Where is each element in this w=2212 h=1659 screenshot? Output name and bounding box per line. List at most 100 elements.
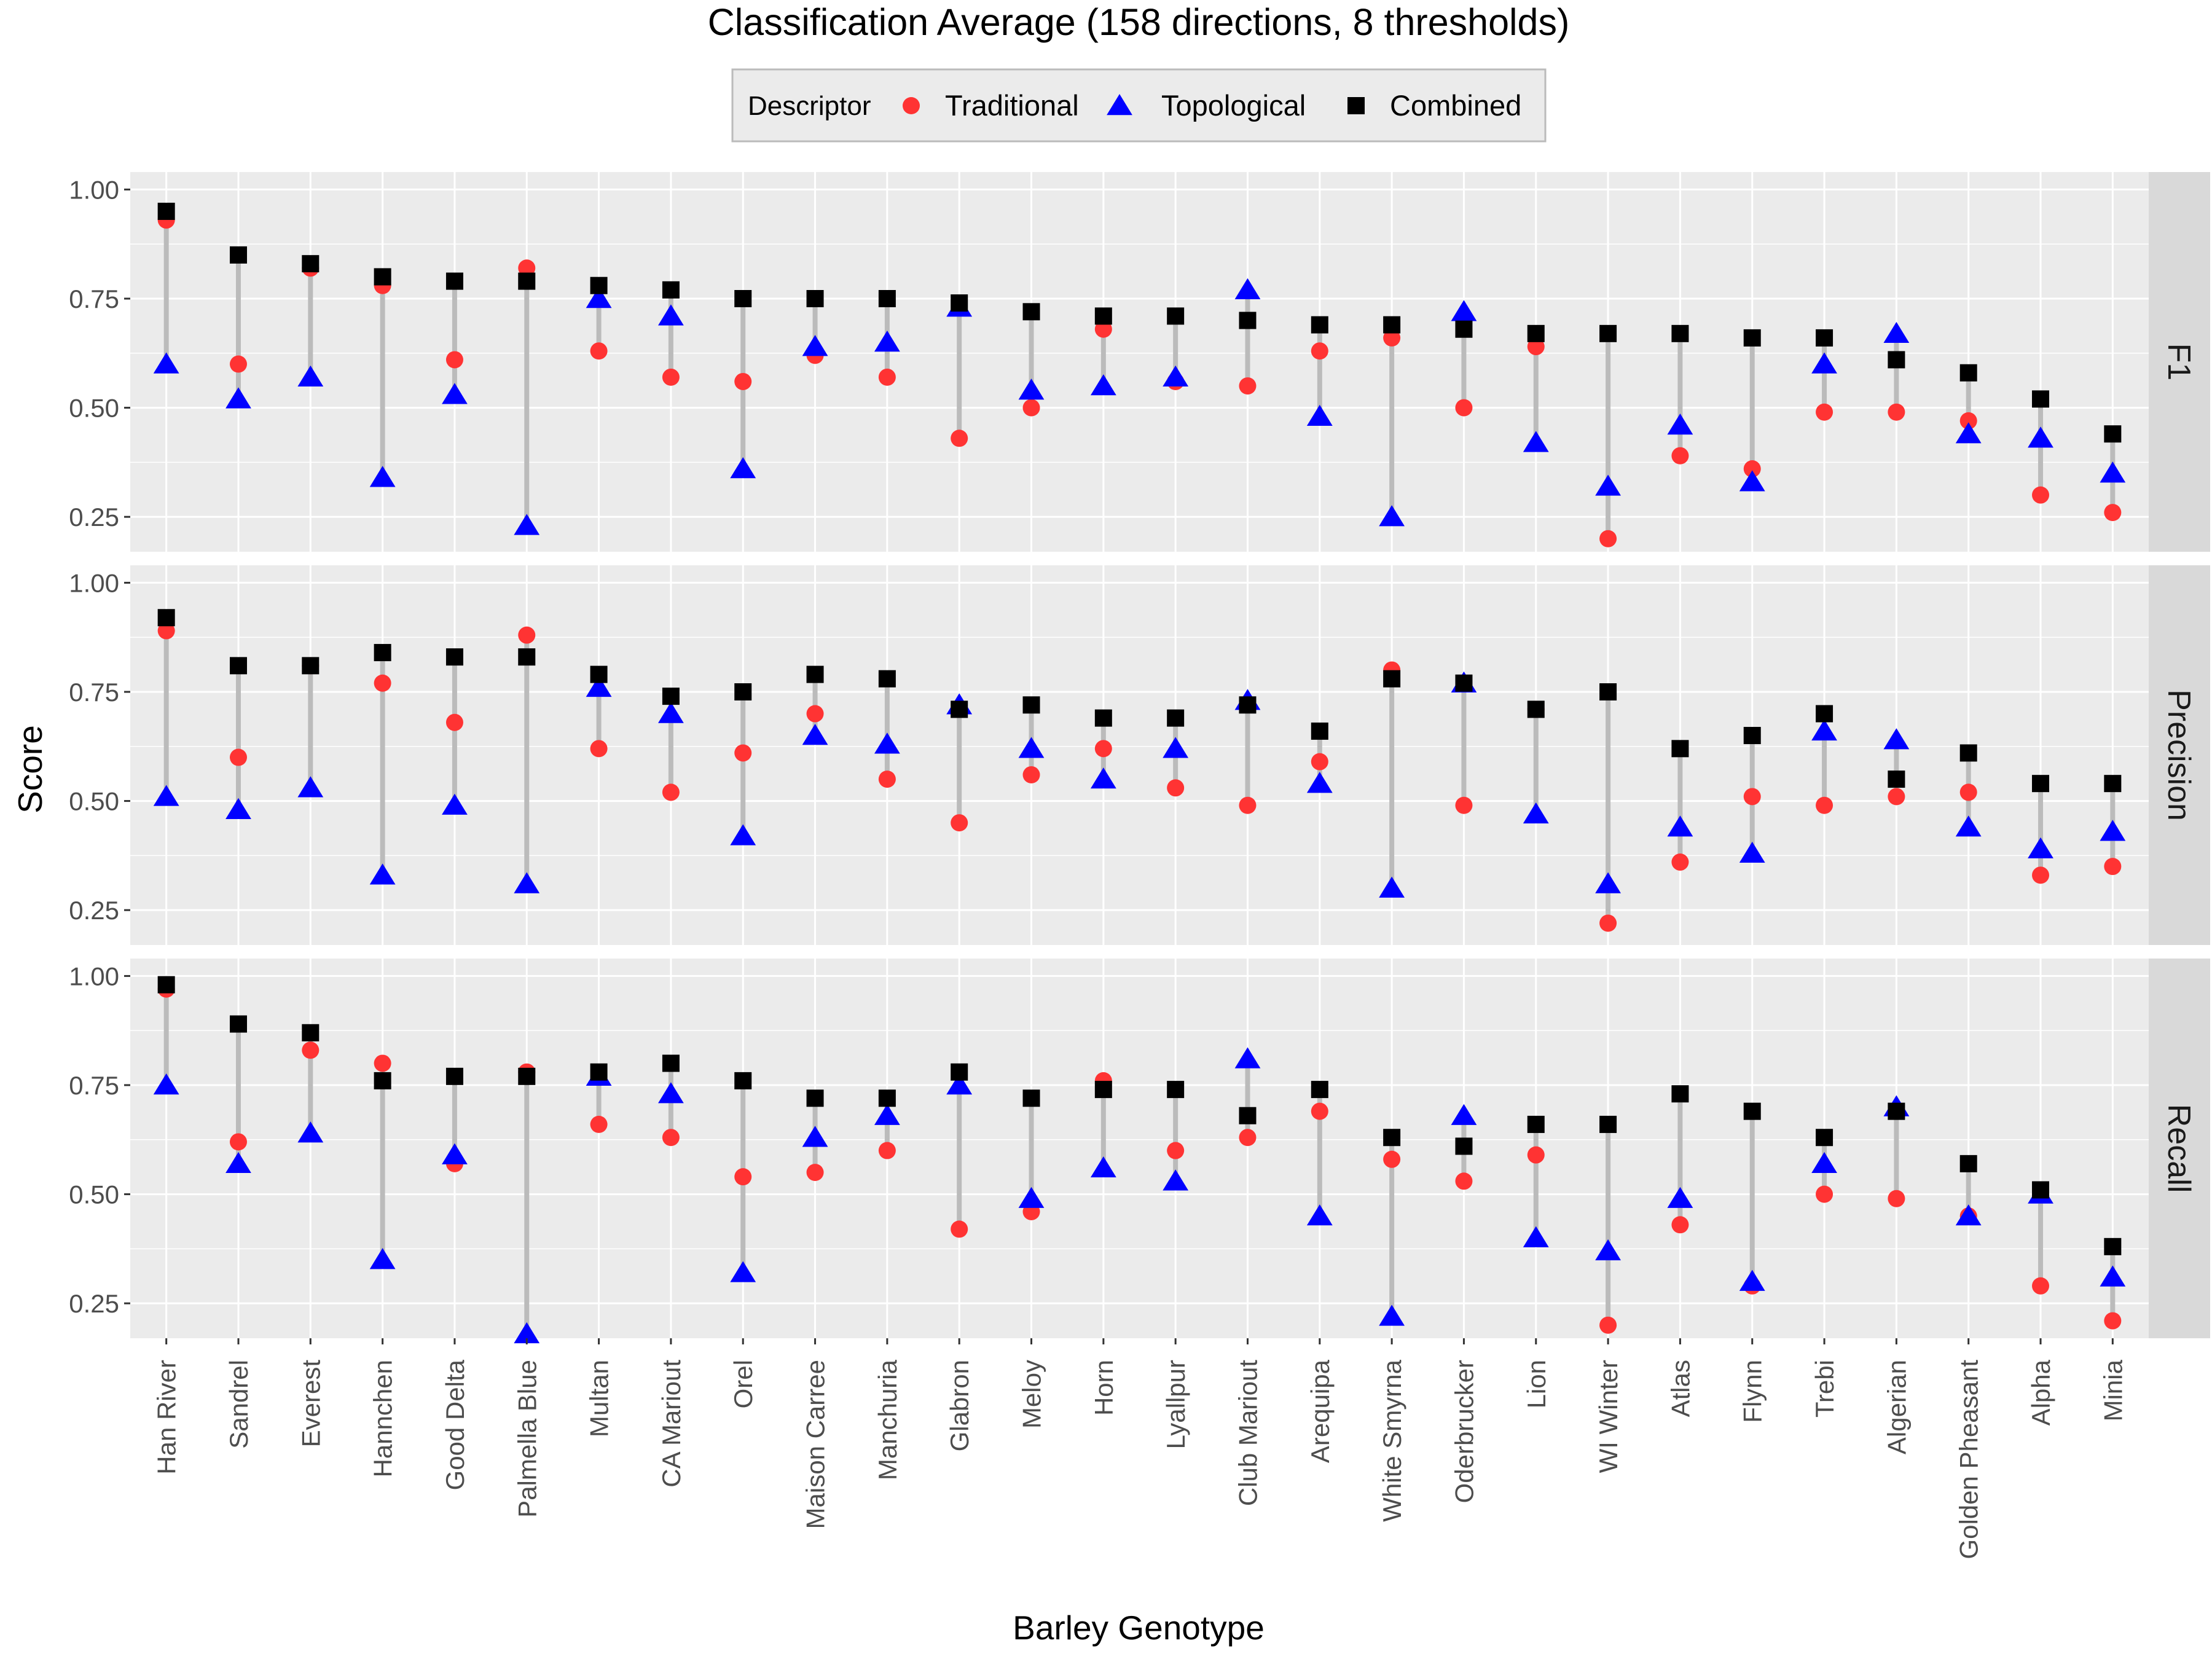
combined-point-hannchen — [374, 1072, 391, 1089]
legend-label-topological: Topological — [1161, 89, 1306, 122]
topological-point-glabron — [946, 1073, 973, 1095]
topological-point-palmella-blue — [514, 872, 540, 893]
combined-point-atlas — [1671, 1085, 1689, 1103]
traditional-point-arequipa — [1311, 753, 1328, 771]
traditional-point-golden-pheasant — [1959, 412, 1977, 429]
combined-point-minia — [2104, 425, 2122, 443]
x-tick-label-hannchen: Hannchen — [369, 1360, 398, 1477]
traditional-point-white-smyrna — [1383, 329, 1401, 347]
combined-point-arequipa — [1311, 1081, 1328, 1099]
topological-point-palmella-blue — [514, 1322, 540, 1344]
y-tick-label: 1.00 — [69, 962, 119, 990]
combined-point-han-river — [157, 609, 175, 627]
traditional-point-horn — [1094, 740, 1112, 758]
combined-point-horn — [1094, 709, 1112, 727]
x-tick-label-lyallpur: Lyallpur — [1161, 1360, 1190, 1449]
combined-point-white-smyrna — [1383, 670, 1401, 688]
traditional-point-orel — [734, 1168, 752, 1186]
y-tick-label: 0.25 — [69, 1289, 119, 1318]
topological-point-minia — [2100, 820, 2126, 841]
topological-point-everest — [297, 1121, 324, 1143]
x-tick-label-horn: Horn — [1089, 1360, 1118, 1416]
combined-point-manchuria — [878, 670, 896, 688]
legend-key-combined — [1347, 97, 1365, 114]
traditional-point-trebi — [1816, 796, 1834, 814]
traditional-point-minia — [2104, 858, 2122, 876]
topological-point-golden-pheasant — [1955, 815, 1982, 837]
topological-point-everest — [297, 776, 324, 798]
combined-point-minia — [2104, 1237, 2122, 1255]
topological-point-algerian — [1883, 728, 1910, 750]
x-tick-label-manchuria: Manchuria — [873, 1359, 902, 1480]
topological-point-minia — [2100, 461, 2126, 483]
combined-point-maison-carree — [806, 665, 824, 683]
traditional-point-arequipa — [1311, 342, 1328, 360]
topological-point-flynn — [1739, 841, 1765, 863]
y-tick-label: 1.00 — [69, 175, 119, 204]
combined-point-multan — [590, 276, 608, 294]
topological-point-good-delta — [442, 1143, 468, 1164]
topological-point-hannchen — [369, 863, 396, 885]
x-tick-label-arequipa: Arequipa — [1306, 1359, 1335, 1463]
combined-point-club-mariout — [1239, 696, 1257, 714]
traditional-point-alpha — [2032, 1277, 2050, 1295]
combined-point-orel — [734, 1072, 752, 1089]
combined-point-trebi — [1816, 329, 1834, 347]
traditional-point-meloy — [1022, 399, 1040, 417]
combined-point-lion — [1527, 324, 1545, 342]
combined-point-golden-pheasant — [1959, 1155, 1977, 1172]
combined-point-meloy — [1022, 696, 1040, 714]
topological-point-hannchen — [369, 1248, 396, 1269]
panel-recall: 0.25 0.50 0.75 1.00 Recall — [69, 959, 2210, 1344]
combined-point-manchuria — [878, 1089, 896, 1107]
combined-point-hannchen — [374, 644, 391, 662]
topological-point-trebi — [1811, 1151, 1837, 1174]
y-tick-label: 0.50 — [69, 1180, 119, 1209]
traditional-point-ca-mariout — [662, 1129, 680, 1147]
y-tick-label: 0.25 — [69, 503, 119, 531]
chart-title: Classification Average (158 directions, … — [708, 1, 1570, 43]
topological-point-meloy — [1018, 737, 1045, 758]
topological-point-meloy — [1018, 378, 1045, 400]
traditional-point-lion — [1527, 1146, 1545, 1164]
traditional-point-palmella-blue — [518, 626, 536, 644]
topological-point-lyallpur — [1163, 737, 1189, 758]
x-tick-label-golden-pheasant: Golden Pheasant — [1955, 1360, 1983, 1559]
combined-point-lion — [1527, 1115, 1545, 1133]
facet-strip-label: Precision — [2161, 689, 2197, 821]
combined-point-lyallpur — [1167, 1081, 1185, 1099]
topological-point-sandrel — [226, 1151, 251, 1174]
combined-point-club-mariout — [1239, 312, 1257, 329]
topological-point-everest — [297, 365, 324, 387]
combined-point-ca-mariout — [662, 281, 680, 299]
traditional-point-club-mariout — [1239, 1129, 1257, 1147]
topological-point-white-smyrna — [1379, 876, 1405, 898]
x-tick-label-lion: Lion — [1522, 1360, 1551, 1408]
y-tick-label: 0.75 — [69, 1071, 119, 1100]
topological-point-wi-winter — [1595, 474, 1621, 496]
combined-point-good-delta — [445, 272, 463, 290]
combined-point-club-mariout — [1239, 1107, 1257, 1124]
topological-point-flynn — [1739, 1269, 1765, 1291]
y-tick-label: 1.00 — [69, 568, 119, 597]
combined-point-meloy — [1022, 303, 1040, 321]
x-tick-label-club-mariout: Club Mariout — [1233, 1360, 1262, 1506]
legend-box — [731, 68, 1547, 143]
y-tick-label: 0.75 — [69, 678, 119, 707]
traditional-point-atlas — [1671, 447, 1689, 465]
traditional-point-minia — [2104, 504, 2122, 522]
topological-point-lion — [1523, 431, 1549, 452]
panel-precision: 0.25 0.50 0.75 1.00 Precision — [69, 565, 2210, 945]
traditional-point-glabron — [951, 429, 968, 447]
topological-point-oderbrucker — [1451, 1104, 1477, 1125]
combined-point-atlas — [1671, 740, 1689, 758]
traditional-point-han-river — [157, 622, 175, 640]
x-axis-title: Barley Genotype — [1013, 1609, 1265, 1647]
combined-point-alpha — [2032, 775, 2050, 793]
combined-point-hannchen — [374, 268, 391, 286]
x-tick-label-oderbrucker: Oderbrucker — [1449, 1360, 1478, 1503]
combined-point-ca-mariout — [662, 688, 680, 705]
combined-point-palmella-blue — [518, 1067, 536, 1085]
combined-point-lyallpur — [1167, 307, 1185, 325]
combined-point-han-river — [157, 202, 175, 220]
